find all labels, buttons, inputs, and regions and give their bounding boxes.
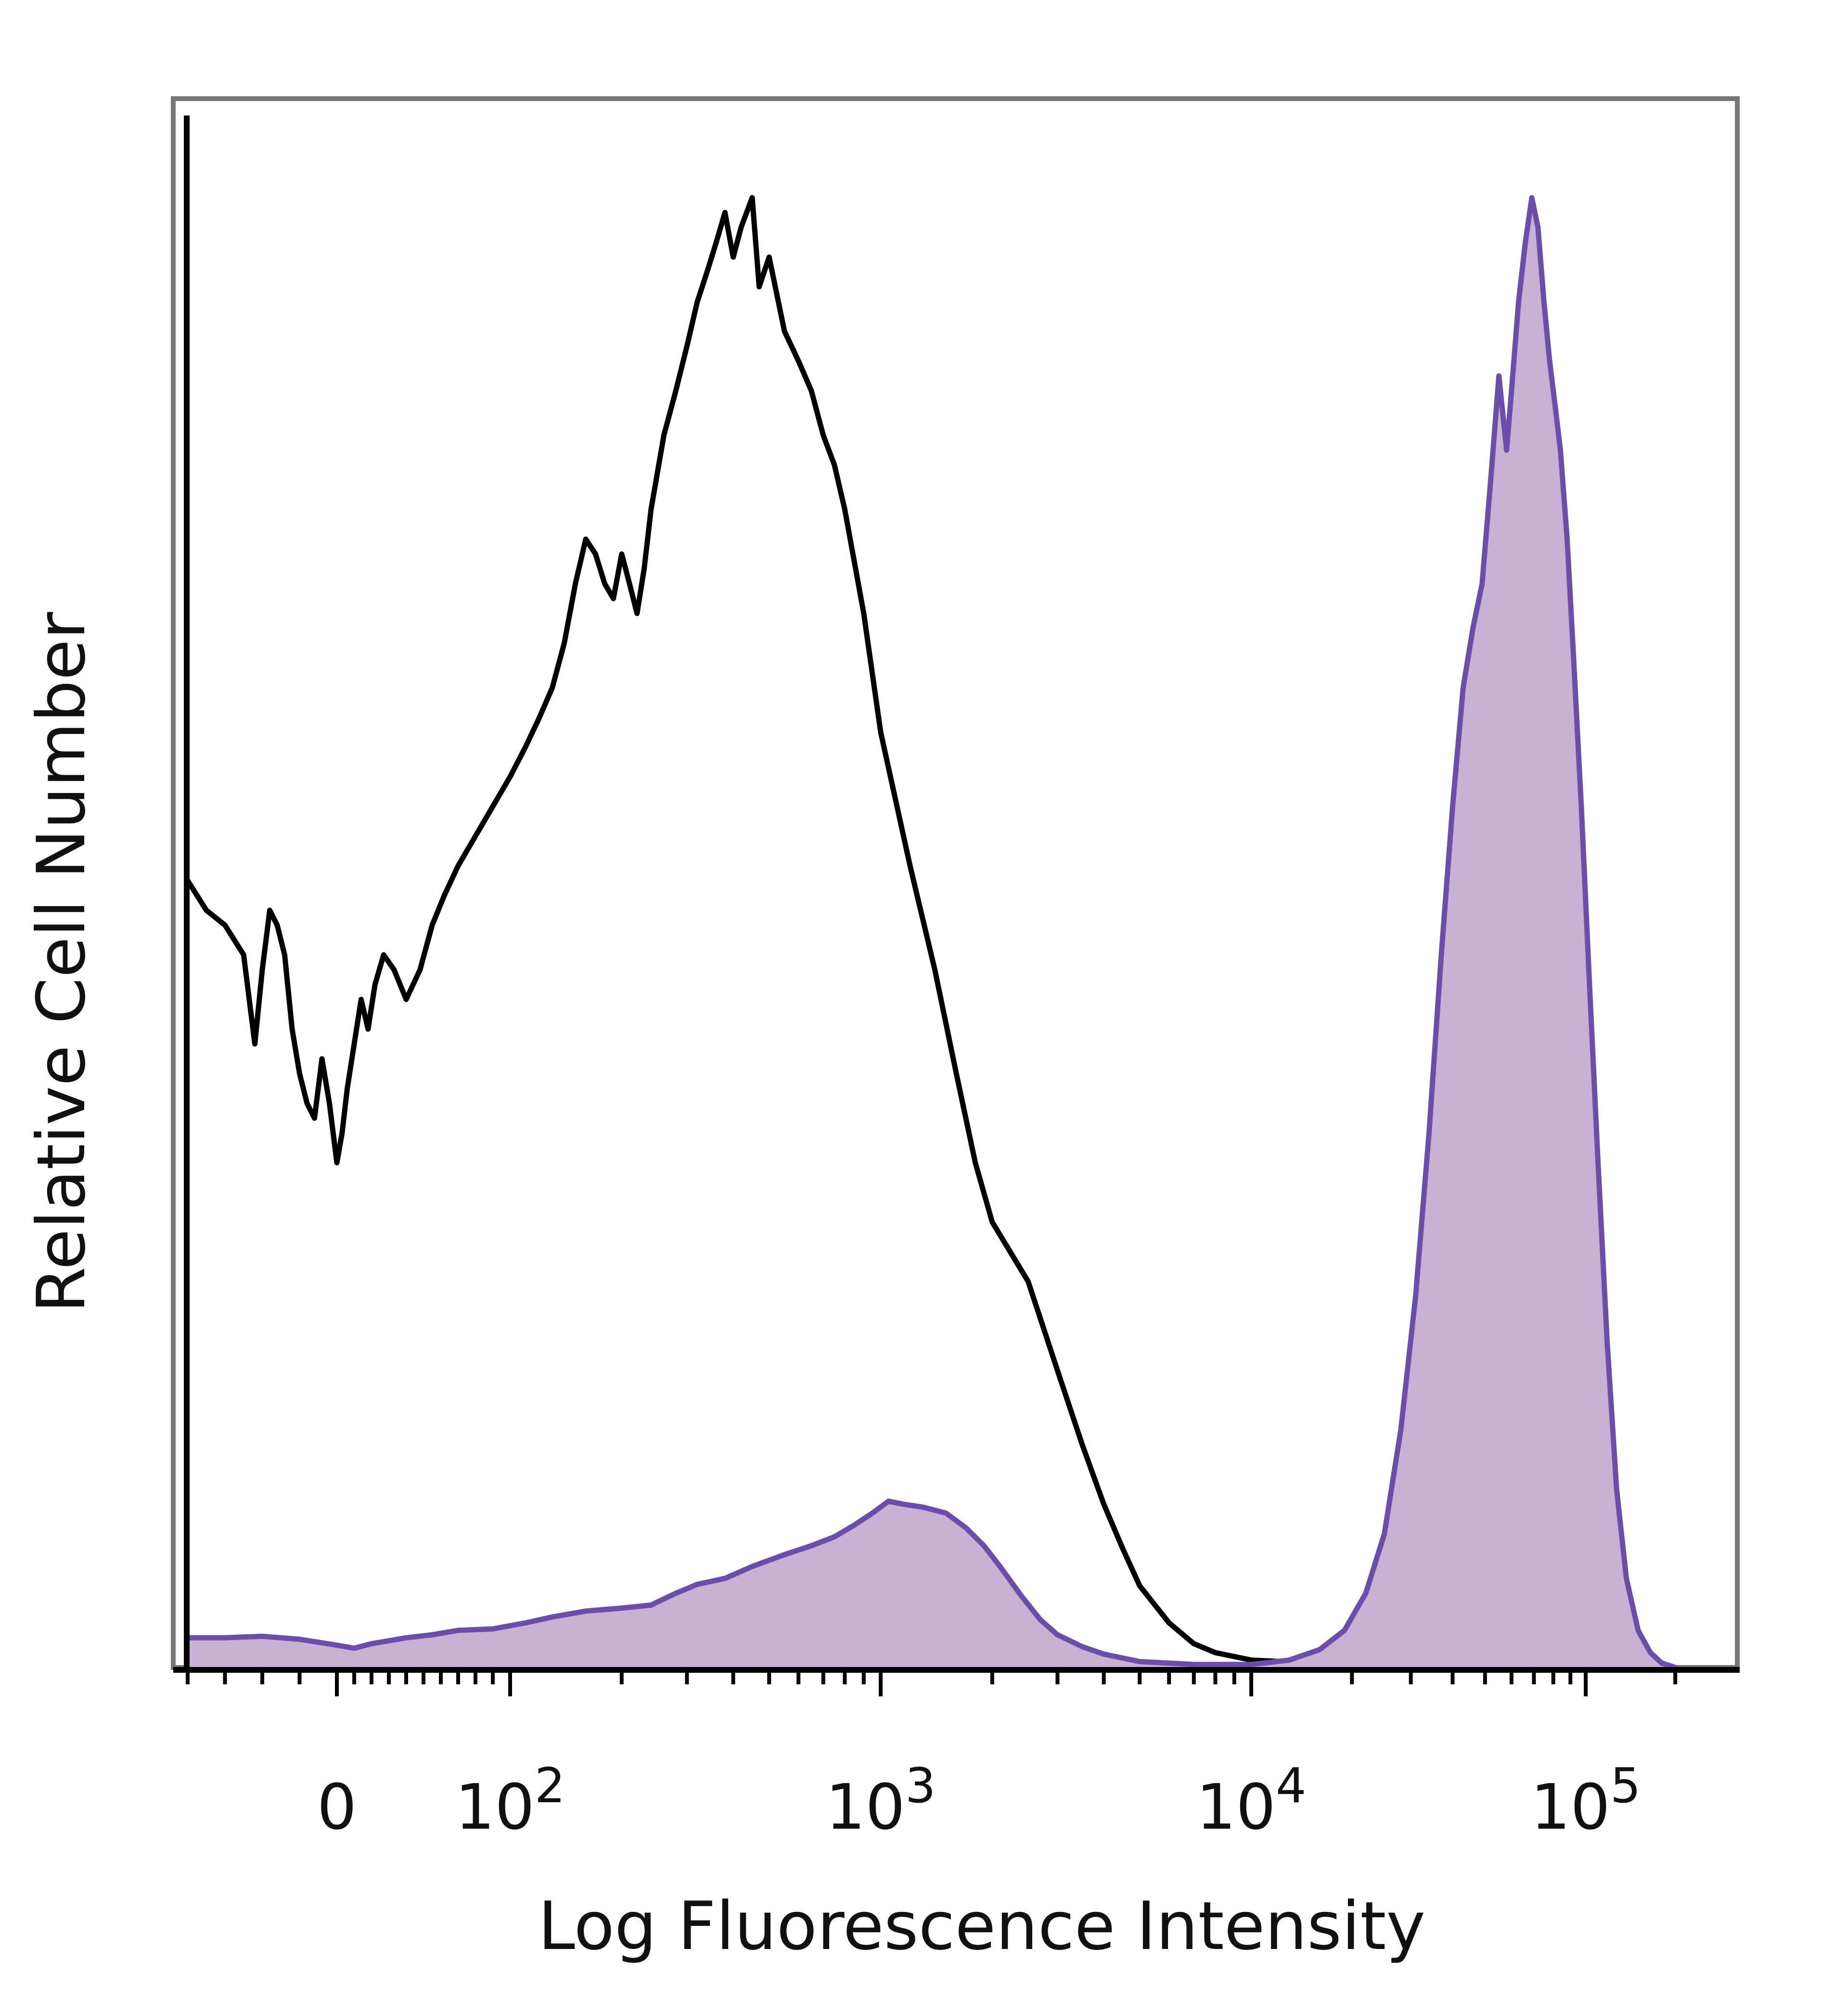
series-1-line	[185, 195, 1414, 1667]
x-tick-label: 105	[1530, 1757, 1641, 1844]
x-tick-label: 0	[317, 1770, 357, 1844]
x-axis-title: Log Fluorescence Intensity	[538, 1887, 1425, 1965]
x-ticks	[186, 1670, 1678, 1696]
x-tick-label: 103	[825, 1757, 936, 1844]
x-tick-label: 104	[1196, 1757, 1306, 1844]
series-2-line	[185, 195, 1678, 1670]
y-axis-title: Relative Cell Number	[23, 612, 100, 1313]
x-tick-labels: 0 102 103 104 105	[317, 1757, 1641, 1844]
series-2-area	[188, 197, 1676, 1667]
x-tick-label: 102	[455, 1757, 565, 1844]
series-layer	[185, 195, 1678, 1670]
